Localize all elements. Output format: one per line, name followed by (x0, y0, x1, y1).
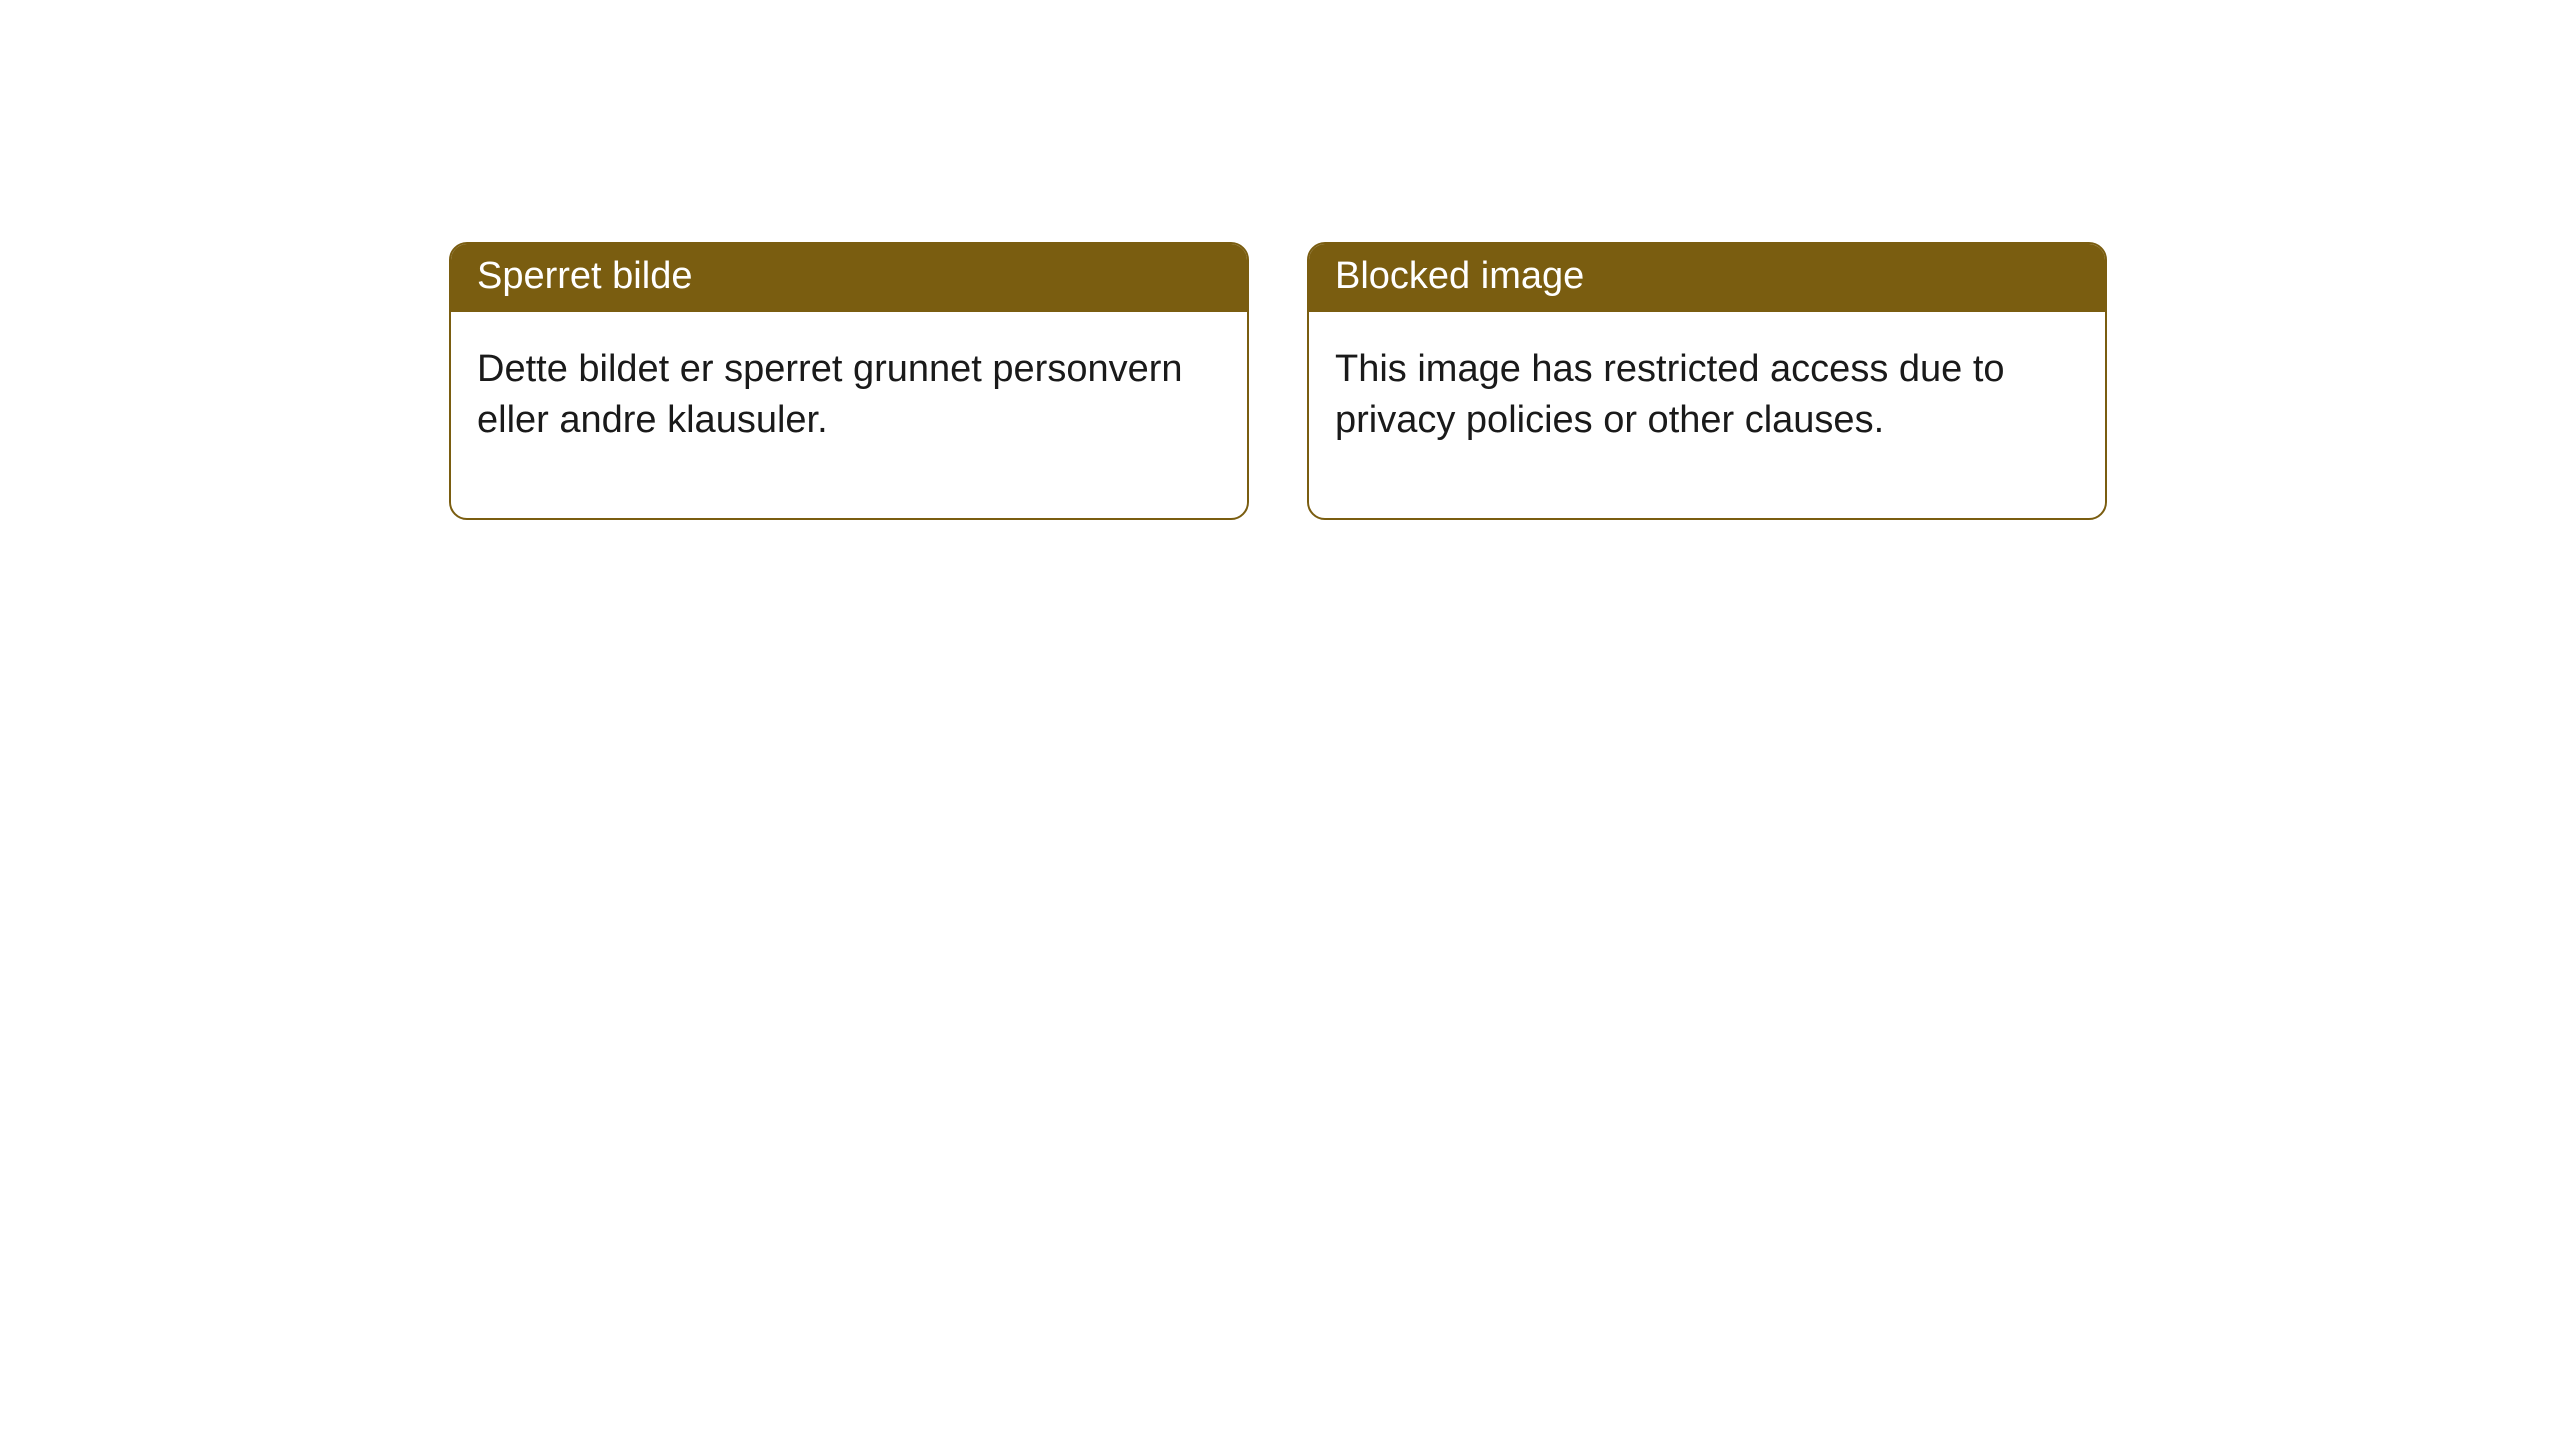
notice-title-english: Blocked image (1309, 244, 2105, 312)
notice-card-english: Blocked image This image has restricted … (1307, 242, 2107, 520)
notice-body-english: This image has restricted access due to … (1309, 312, 2105, 519)
notice-body-norwegian: Dette bildet er sperret grunnet personve… (451, 312, 1247, 519)
notice-container: Sperret bilde Dette bildet er sperret gr… (449, 242, 2107, 520)
notice-title-norwegian: Sperret bilde (451, 244, 1247, 312)
notice-card-norwegian: Sperret bilde Dette bildet er sperret gr… (449, 242, 1249, 520)
